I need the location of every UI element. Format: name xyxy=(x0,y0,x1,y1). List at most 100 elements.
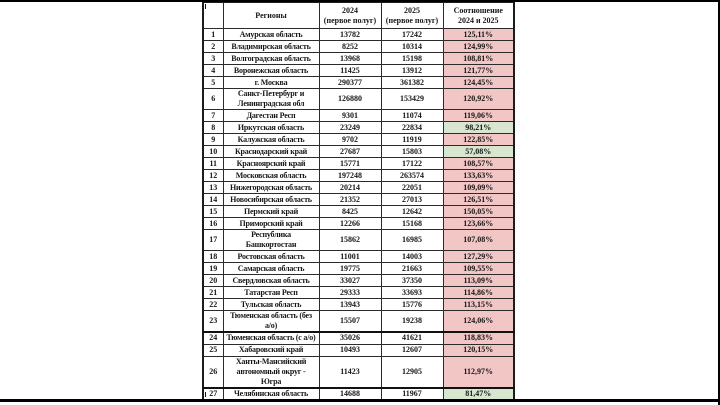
value-2025: 27013 xyxy=(380,193,444,206)
row-number: 24 xyxy=(209,333,218,343)
ratio-cell: 108,57% xyxy=(442,157,515,170)
value-2024: 11423 xyxy=(318,355,382,388)
header-ratio-line1: Соотношение xyxy=(453,5,503,15)
row-number: 3 xyxy=(211,53,216,63)
ratio-value: 107,08% xyxy=(463,235,494,244)
table-row: 22 Тульская область 13943 15776 113,15% xyxy=(202,298,515,311)
ratio-cell: 107,08% xyxy=(442,229,515,251)
row-number: 12 xyxy=(209,170,218,180)
value-2025: 11074 xyxy=(380,109,444,122)
row-number-cell: 23 xyxy=(202,310,224,333)
ratio-value: 123,66% xyxy=(463,218,494,228)
region-name: Нижегородская область xyxy=(222,181,320,194)
ratio-cell: 109,09% xyxy=(442,181,515,194)
value-2025: 11919 xyxy=(380,133,444,146)
header-2024: 2024 (первое полуг) xyxy=(318,1,382,29)
row-number-cell: 12 xyxy=(202,169,224,182)
region-name: Ханты-Мансийский автономный округ - Югра xyxy=(222,355,320,388)
table-row: 20 Свердловская область 33027 37350 113,… xyxy=(202,274,515,287)
footnote-tick xyxy=(205,4,206,9)
table-row: 15 Пермский край 8425 12642 150,05% xyxy=(202,205,515,218)
value-2025: 17242 xyxy=(380,28,444,41)
value-2024: 13943 xyxy=(318,298,382,311)
value-2024: 20214 xyxy=(318,181,382,194)
row-number: 21 xyxy=(209,287,218,297)
value-2024: 15507 xyxy=(318,310,382,333)
table-row: 4 Воронежская область 11425 13912 121,77… xyxy=(202,64,515,77)
row-number-cell: 15 xyxy=(202,205,224,218)
value-2025: 16985 xyxy=(380,229,444,251)
row-number-cell: 7 xyxy=(202,109,224,122)
ratio-value: 113,15% xyxy=(463,299,494,309)
value-2025: 22834 xyxy=(380,121,444,134)
regions-comparison-table: Регионы 2024 (первое полуг) 2025 (первое… xyxy=(202,1,515,401)
row-number-cell: 18 xyxy=(202,250,224,263)
row-number-cell: 27 xyxy=(202,386,224,400)
row-number: 22 xyxy=(209,299,218,309)
table-row: 13 Нижегородская область 20214 22051 109… xyxy=(202,181,515,194)
value-2025: 17122 xyxy=(380,157,444,170)
row-number: 13 xyxy=(209,182,218,192)
row-number: 1 xyxy=(211,29,216,39)
ratio-value: 127,29% xyxy=(463,251,494,261)
value-2024: 23249 xyxy=(318,121,382,134)
value-2025: 12642 xyxy=(380,205,444,218)
value-2024: 13782 xyxy=(318,28,382,41)
ratio-value: 98,21% xyxy=(465,122,492,132)
value-2025: 15776 xyxy=(380,298,444,311)
region-name: Новосибирская область xyxy=(222,193,320,206)
row-number: 11 xyxy=(209,158,218,168)
ratio-value: 119,06% xyxy=(463,110,494,120)
table-row: 11 Красноярский край 15771 17122 108,57% xyxy=(202,157,515,170)
row-number-cell: 1 xyxy=(202,28,224,41)
value-2025: 153429 xyxy=(380,88,444,110)
row-number-cell: 2 xyxy=(202,40,224,53)
value-2024: 8252 xyxy=(318,40,382,53)
value-2025: 11967 xyxy=(380,386,444,400)
row-number: 27 xyxy=(209,388,218,398)
value-2024: 33027 xyxy=(318,274,382,287)
region-name: Татарстан Респ xyxy=(222,286,320,299)
value-2025: 22051 xyxy=(380,181,444,194)
row-number: 26 xyxy=(209,366,218,376)
row-number-cell: 19 xyxy=(202,262,224,275)
ratio-cell: 124,99% xyxy=(442,40,515,53)
ratio-cell: 127,29% xyxy=(442,250,515,263)
table-row: 21 Татарстан Респ 29333 33693 114,86% xyxy=(202,286,515,299)
ratio-cell: 120,92% xyxy=(442,88,515,110)
table-row: 7 Дагестан Респ 9301 11074 119,06% xyxy=(202,109,515,122)
value-2025: 12607 xyxy=(380,343,444,357)
region-name: Иркутская область xyxy=(222,121,320,134)
value-2025: 12905 xyxy=(380,355,444,388)
header-2025-year: 2025 xyxy=(404,5,420,15)
region-name: Тюменская область (с а/о) xyxy=(222,331,320,345)
row-number: 17 xyxy=(209,235,218,244)
ratio-cell: 126,51% xyxy=(442,193,515,206)
value-2025: 33693 xyxy=(380,286,444,299)
ratio-value: 109,09% xyxy=(463,182,494,192)
ratio-value: 108,81% xyxy=(463,53,494,63)
ratio-value: 125,11% xyxy=(463,29,494,39)
ratio-value: 118,83% xyxy=(463,333,494,343)
region-name: Приморский край xyxy=(222,217,320,230)
row-number-cell: 4 xyxy=(202,64,224,77)
row-number: 5 xyxy=(211,77,216,87)
row-number-cell: 24 xyxy=(202,331,224,345)
table-row: 12 Московская область 197248 263574 133,… xyxy=(202,169,515,182)
ratio-value: 108,57% xyxy=(463,158,494,168)
ratio-value: 114,86% xyxy=(463,287,494,297)
region-name: Амурская область xyxy=(222,28,320,41)
ratio-cell: 133,63% xyxy=(442,169,515,182)
ratio-cell: 113,09% xyxy=(442,274,515,287)
ratio-value: 124,45% xyxy=(463,77,494,87)
ratio-value: 122,85% xyxy=(463,134,494,144)
row-number-cell: 3 xyxy=(202,52,224,65)
table-row: 3 Волгоградская область 13968 15198 108,… xyxy=(202,52,515,65)
value-2024: 35026 xyxy=(318,331,382,345)
row-number-cell: 8 xyxy=(202,121,224,134)
ratio-value: 57,08% xyxy=(465,146,492,156)
value-2025: 15803 xyxy=(380,145,444,158)
row-number: 7 xyxy=(211,110,216,120)
value-2025: 19238 xyxy=(380,310,444,333)
